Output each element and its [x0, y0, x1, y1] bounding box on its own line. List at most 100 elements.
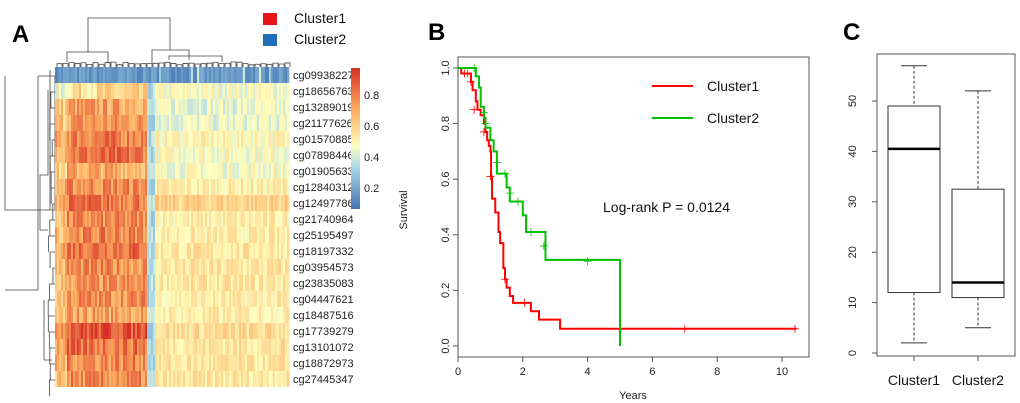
heatmap-cell [117, 211, 120, 227]
heatmap-cell [147, 371, 150, 387]
heatmap-cell [189, 195, 192, 211]
heatmap-cell [221, 355, 224, 371]
heatmap-cell [99, 83, 102, 99]
heatmap-row-labels: cg09938227cg18656763cg13289019cg21177626… [293, 70, 354, 386]
heatmap-cell [281, 211, 284, 227]
heatmap-cell [123, 355, 126, 371]
heatmap-cell [199, 195, 202, 211]
heatmap-cell [233, 67, 236, 83]
heatmap-cell [265, 259, 268, 275]
censor-mark [479, 127, 488, 136]
heatmap-cell [79, 147, 82, 163]
heatmap-cell [269, 83, 272, 99]
heatmap-cell [275, 307, 278, 323]
heatmap-cell [181, 115, 184, 131]
heatmap-cell [259, 259, 262, 275]
heatmap-cell [261, 147, 264, 163]
heatmap-cell [129, 323, 132, 339]
heatmap-cell [157, 291, 160, 307]
heatmap-cell [171, 323, 174, 339]
heatmap-cell [271, 67, 274, 83]
heatmap-cell [241, 211, 244, 227]
heatmap-cell [97, 195, 100, 211]
heatmap-cell [265, 243, 268, 259]
heatmap-cell [277, 147, 280, 163]
heatmap-cell [241, 115, 244, 131]
heatmap-cell [125, 371, 128, 387]
heatmap-cell [69, 371, 72, 387]
heatmap-cell [249, 291, 252, 307]
heatmap-cell [133, 243, 136, 259]
heatmap-cell [137, 259, 140, 275]
heatmap-cell [221, 147, 224, 163]
heatmap-cell [99, 307, 102, 323]
heatmap-cell [233, 371, 236, 387]
dendrogram-branch [52, 267, 55, 284]
heatmap-cell [217, 371, 220, 387]
heatmap-cell [257, 67, 260, 83]
heatmap-cell [163, 291, 166, 307]
heatmap-cell [171, 147, 174, 163]
heatmap-cell [225, 211, 228, 227]
heatmap-cell [99, 179, 102, 195]
heatmap-cell [221, 307, 224, 323]
heatmap-cell [231, 195, 234, 211]
heatmap-cell [199, 179, 202, 195]
heatmap-cell [163, 243, 166, 259]
heatmap-cell [267, 339, 270, 355]
heatmap-cell [233, 291, 236, 307]
heatmap-cell [147, 259, 150, 275]
heatmap-cell [191, 307, 194, 323]
heatmap-cell [191, 339, 194, 355]
heatmap-cell [223, 163, 226, 179]
heatmap-cell [279, 243, 282, 259]
heatmap-cell [251, 371, 254, 387]
colorbar [351, 68, 360, 209]
heatmap-cell [201, 179, 204, 195]
heatmap-cell [175, 243, 178, 259]
heatmap-cell [129, 259, 132, 275]
heatmap-cell [283, 307, 286, 323]
heatmap-cell [161, 195, 164, 211]
heatmap-cell [195, 307, 198, 323]
heatmap-cell [255, 147, 258, 163]
heatmap-cell [255, 323, 258, 339]
heatmap-cell [57, 115, 60, 131]
heatmap-cell [103, 307, 106, 323]
heatmap-cell [131, 259, 134, 275]
heatmap-cell [167, 355, 170, 371]
heatmap-cell [69, 339, 72, 355]
heatmap-cell [181, 307, 184, 323]
heatmap-cell [257, 115, 260, 131]
heatmap-cell [127, 323, 130, 339]
heatmap-cell [229, 99, 232, 115]
heatmap-cell [191, 67, 194, 83]
heatmap-cell [149, 307, 152, 323]
heatmap-cell [233, 339, 236, 355]
heatmap-cell [193, 211, 196, 227]
heatmap-cell [57, 163, 60, 179]
heatmap-cell [185, 163, 188, 179]
heatmap-cell [99, 99, 102, 115]
heatmap-cell [271, 163, 274, 179]
censor-mark [680, 324, 689, 333]
heatmap-cell [125, 131, 128, 147]
heatmap-cell [227, 307, 230, 323]
heatmap-cell [117, 355, 120, 371]
heatmap-cell [199, 99, 202, 115]
heatmap-cell [251, 211, 254, 227]
heatmap-cell [275, 259, 278, 275]
censor-mark [479, 108, 488, 117]
heatmap-cell [69, 67, 72, 83]
km-curve-cluster2 [458, 67, 621, 346]
heatmap-cell [203, 259, 206, 275]
heatmap-cell [77, 339, 80, 355]
heatmap-cell [131, 355, 134, 371]
heatmap-cell [103, 371, 106, 387]
heatmap-cell [249, 211, 252, 227]
heatmap-cell [279, 195, 282, 211]
heatmap-cell [59, 83, 62, 99]
heatmap-cell [139, 307, 142, 323]
heatmap-cell [79, 179, 82, 195]
heatmap-cell [81, 147, 84, 163]
